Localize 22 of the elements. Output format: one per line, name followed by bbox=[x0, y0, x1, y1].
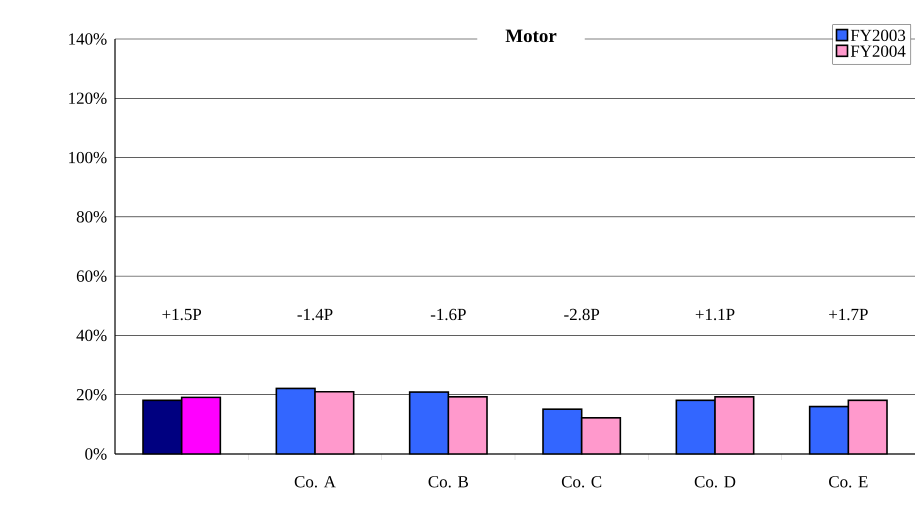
x-tick-label: Co. A bbox=[294, 476, 336, 488]
y-tick-label: 0% bbox=[85, 448, 107, 460]
legend-label: FY2004 bbox=[850, 45, 906, 57]
y-tick-label: 100% bbox=[69, 152, 107, 164]
legend-label: FY2003 bbox=[850, 30, 906, 42]
x-tick-label: Co. D bbox=[694, 476, 736, 488]
x-tick-label: Co. C bbox=[562, 476, 602, 488]
y-tick-label: 140% bbox=[69, 33, 107, 45]
annotation: +1.7P bbox=[829, 308, 868, 320]
x-tick-label: Co. B bbox=[428, 476, 468, 488]
annotation: -1.6P bbox=[430, 308, 466, 320]
y-tick-label: 20% bbox=[76, 388, 107, 400]
annotation: -1.4P bbox=[298, 308, 332, 320]
y-tick-label: 40% bbox=[76, 330, 107, 342]
chart-title: Motor bbox=[506, 30, 556, 42]
annotation: +1.1P bbox=[696, 308, 734, 320]
annotation: +1.5P bbox=[162, 308, 202, 320]
y-tick-label: 60% bbox=[76, 270, 107, 282]
y-tick-label: 120% bbox=[69, 92, 107, 104]
annotation: -2.8P bbox=[564, 308, 600, 320]
y-tick-label: 80% bbox=[76, 211, 107, 223]
x-tick-label: Co. E bbox=[829, 476, 868, 488]
